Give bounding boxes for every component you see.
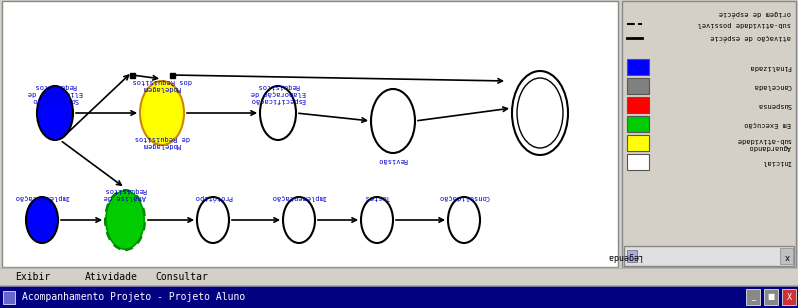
Ellipse shape xyxy=(37,86,73,140)
Bar xyxy=(627,135,649,151)
Bar xyxy=(627,154,649,170)
Text: ■: ■ xyxy=(768,293,775,302)
Text: Revisão: Revisão xyxy=(378,157,408,163)
Text: Consolidação: Consolidação xyxy=(438,194,489,200)
Ellipse shape xyxy=(512,71,568,155)
Bar xyxy=(782,289,796,305)
Text: _: _ xyxy=(751,293,755,302)
Bar xyxy=(129,72,135,78)
Bar xyxy=(2,1,618,267)
Text: origem de espécie: origem de espécie xyxy=(719,10,791,17)
Bar xyxy=(0,286,798,308)
Text: Protótipo: Protótipo xyxy=(194,194,232,201)
Text: sub-atividade possível: sub-atividade possível xyxy=(697,21,791,27)
Text: Modelagem
dos Requisitos: Modelagem dos Requisitos xyxy=(132,78,192,91)
Bar xyxy=(746,289,760,305)
Text: Acompanhamento Projeto - Projeto Aluno: Acompanhamento Projeto - Projeto Aluno xyxy=(22,292,245,302)
Text: Aguardando
sub-atividade: Aguardando sub-atividade xyxy=(736,136,791,149)
Text: Exibir: Exibir xyxy=(15,272,50,282)
Text: Implementação: Implementação xyxy=(271,194,326,200)
Text: Testes: Testes xyxy=(364,194,389,200)
Bar xyxy=(764,289,778,305)
Ellipse shape xyxy=(26,197,58,243)
Ellipse shape xyxy=(197,197,229,243)
Text: Modelagem
de Requisitos: Modelagem de Requisitos xyxy=(134,135,190,148)
Text: Análise de
Requisitos: Análise de Requisitos xyxy=(104,187,146,200)
Text: Inicial: Inicial xyxy=(761,159,791,165)
Bar xyxy=(3,291,15,304)
Bar xyxy=(627,78,649,94)
Text: Implementação: Implementação xyxy=(14,194,69,200)
Bar xyxy=(624,246,794,266)
Ellipse shape xyxy=(371,89,415,153)
Text: Em Execução: Em Execução xyxy=(745,121,791,127)
Bar xyxy=(780,248,793,264)
Ellipse shape xyxy=(105,190,145,250)
Text: Especificação
Elaboração de
Requisitos: Especificação Elaboração de Requisitos xyxy=(251,83,306,103)
Bar xyxy=(622,1,796,267)
Bar xyxy=(627,59,649,75)
Text: Cancelada: Cancelada xyxy=(753,83,791,89)
Bar xyxy=(169,72,175,78)
Text: ativação de espécie: ativação de espécie xyxy=(710,34,791,42)
Ellipse shape xyxy=(361,197,393,243)
Bar xyxy=(627,97,649,113)
Bar xyxy=(0,268,798,286)
Ellipse shape xyxy=(448,197,480,243)
Ellipse shape xyxy=(260,86,296,140)
Text: Solicitação
Elicitação de
Requisitos: Solicitação Elicitação de Requisitos xyxy=(27,83,83,103)
Text: Finalizada: Finalizada xyxy=(749,64,791,70)
Text: Consultar: Consultar xyxy=(155,272,207,282)
Text: X: X xyxy=(786,293,792,302)
Bar xyxy=(627,116,649,132)
Ellipse shape xyxy=(140,81,184,145)
Text: Atividade: Atividade xyxy=(85,272,138,282)
Text: Legenda: Legenda xyxy=(607,252,642,261)
Text: x: x xyxy=(784,252,789,261)
Text: Suspensa: Suspensa xyxy=(757,102,791,108)
Ellipse shape xyxy=(283,197,315,243)
Bar xyxy=(627,250,637,262)
